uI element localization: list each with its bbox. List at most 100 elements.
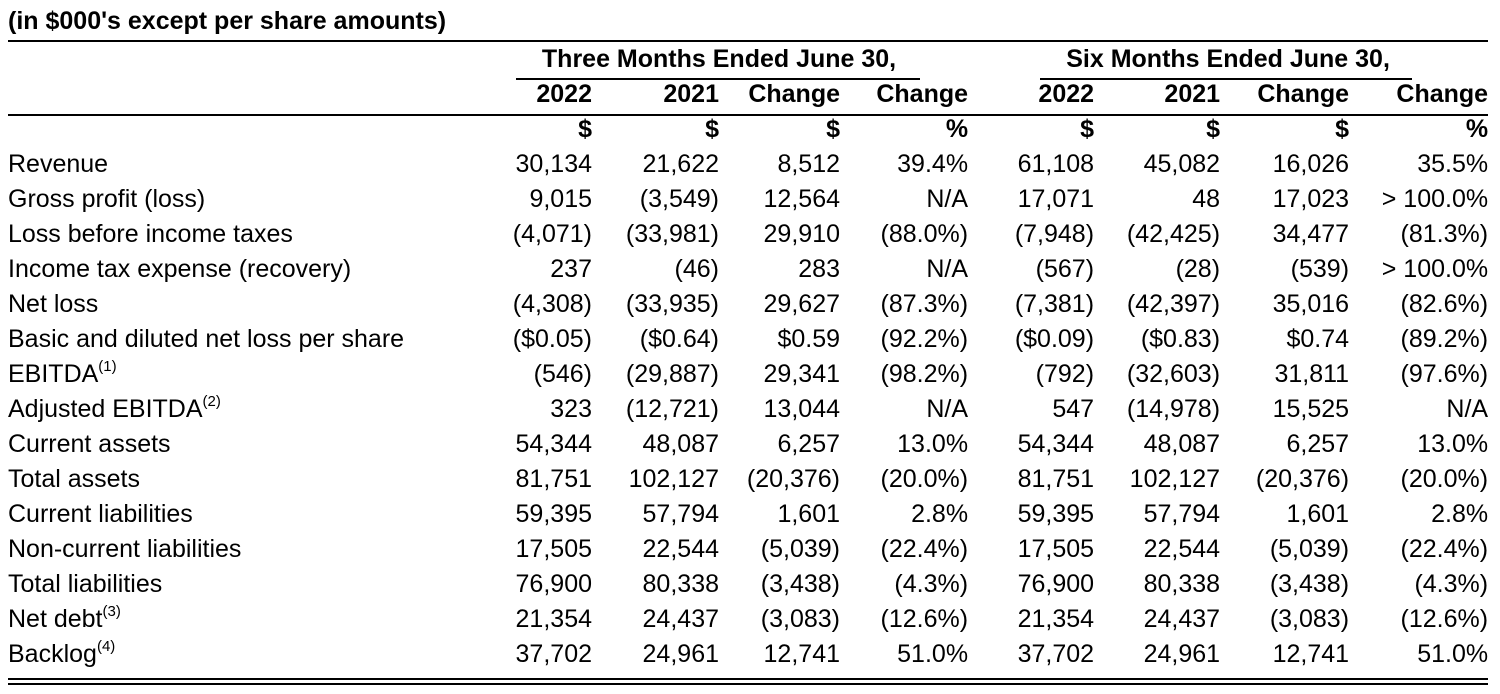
column-header: Change — [1257, 80, 1350, 108]
row-label-text: Current assets — [8, 430, 171, 458]
row-label: Basic and diluted net loss per share — [0, 322, 470, 357]
value-cell: N/A — [926, 395, 969, 423]
footnote-marker: (2) — [202, 392, 221, 410]
value-cell: 76,900 — [515, 570, 592, 598]
value-cell: (98.2%) — [880, 360, 969, 388]
period-group-header-row: Three Months Ended June 30, Six Months E… — [0, 42, 1488, 77]
value-cell: 54,344 — [1017, 430, 1095, 458]
top-rule — [8, 40, 1488, 42]
value-cell: 59,395 — [1017, 500, 1095, 528]
row-label: Adjusted EBITDA(2) — [0, 392, 470, 427]
row-label: Current assets — [0, 427, 470, 462]
column-header: 2022 — [1038, 80, 1095, 108]
row-label-text: Total assets — [8, 465, 141, 493]
row-label-text: Total liabilities — [8, 570, 163, 598]
table-row: EBITDA(1) (546) (29,887) 29,341 (98.2%) (792)… — [0, 357, 1488, 392]
value-cell: 12,741 — [1272, 640, 1350, 668]
unit-header: $ — [1206, 115, 1221, 143]
value-cell: 29,910 — [763, 220, 840, 248]
table-row: Basic and diluted net loss per share ($0.… — [0, 322, 1488, 357]
value-cell: (12,721) — [625, 395, 719, 423]
table-row: Non-current liabilities 17,505 22,544 (5,03… — [0, 532, 1488, 567]
unit-header: $ — [1080, 115, 1095, 143]
column-header: 2022 — [536, 80, 592, 108]
unit-header: % — [1465, 115, 1489, 143]
value-cell: 48,087 — [1143, 430, 1221, 458]
row-label-text: Current liabilities — [8, 500, 193, 528]
value-cell: 37,702 — [1017, 640, 1095, 668]
value-cell: (5,039) — [1269, 535, 1350, 563]
value-cell: 51.0% — [1417, 640, 1489, 668]
row-label: Total liabilities — [0, 567, 470, 602]
row-label: Backlog(4) — [0, 637, 470, 672]
value-cell: ($0.83) — [1140, 325, 1221, 353]
value-cell: 13.0% — [1417, 430, 1489, 458]
value-cell: (81.3%) — [1400, 220, 1489, 248]
value-cell: (792) — [1035, 360, 1095, 388]
row-label: Gross profit (loss) — [0, 182, 470, 217]
six-months-group-rule — [1040, 78, 1412, 80]
value-cell: (29,887) — [625, 360, 719, 388]
value-cell: 17,505 — [515, 535, 592, 563]
value-cell: 13,044 — [763, 395, 840, 423]
value-cell: (82.6%) — [1400, 290, 1489, 318]
table-row: Total liabilities 76,900 80,338 (3,438) (4.3… — [0, 567, 1488, 602]
row-label: Net loss — [0, 287, 470, 322]
value-cell: (5,039) — [760, 535, 840, 563]
value-cell: 24,961 — [642, 640, 719, 668]
value-cell: 17,071 — [1017, 185, 1095, 213]
value-cell: 2.8% — [1431, 500, 1489, 528]
table-row: Loss before income taxes (4,071) (33,981) 2… — [0, 217, 1488, 252]
value-cell: 21,622 — [642, 150, 719, 178]
value-cell: 48,087 — [642, 430, 719, 458]
value-cell: 57,794 — [1143, 500, 1221, 528]
three-months-group-rule — [516, 78, 920, 80]
value-cell: 15,525 — [1272, 395, 1350, 423]
value-cell: 37,702 — [515, 640, 592, 668]
table-row: Current liabilities 59,395 57,794 1,601 2.8%… — [0, 497, 1488, 532]
value-cell: 1,601 — [777, 500, 840, 528]
value-cell: (3,083) — [760, 605, 840, 633]
value-cell: (88.0%) — [880, 220, 969, 248]
value-cell: (4.3%) — [1414, 570, 1489, 598]
row-label-text: Income tax expense (recovery) — [8, 255, 352, 283]
value-cell: (22.4%) — [880, 535, 969, 563]
row-label: Revenue — [0, 147, 470, 182]
row-label: Total assets — [0, 462, 470, 497]
unit-header: $ — [578, 115, 592, 143]
value-cell: (42,397) — [1126, 290, 1221, 318]
value-cell: 21,354 — [515, 605, 592, 633]
row-label: Net debt(3) — [0, 602, 470, 637]
table-row: Total assets 81,751 102,127 (20,376) (20.0%)… — [0, 462, 1488, 497]
value-cell: 80,338 — [642, 570, 719, 598]
row-label: EBITDA(1) — [0, 357, 470, 392]
value-cell: 21,354 — [1017, 605, 1095, 633]
value-cell: ($0.05) — [512, 325, 592, 353]
value-cell: 35,016 — [1272, 290, 1350, 318]
value-cell: (20,376) — [746, 465, 840, 493]
value-cell: (567) — [1035, 255, 1095, 283]
three-months-header: Three Months Ended June 30, — [541, 45, 897, 73]
row-label-text: Loss before income taxes — [8, 220, 293, 248]
value-cell: (33,935) — [625, 290, 719, 318]
value-cell: (87.3%) — [880, 290, 969, 318]
value-cell: (539) — [1290, 255, 1350, 283]
value-cell: 6,257 — [777, 430, 840, 458]
column-header-row: 2022 2021 Change Change 2022 2021 Change Change — [0, 77, 1488, 112]
value-cell: (33,981) — [625, 220, 719, 248]
value-cell: 30,134 — [515, 150, 592, 178]
table-row: Backlog(4) 37,702 24,961 12,741 51.0% 37,702 2… — [0, 637, 1488, 672]
value-cell: 12,564 — [763, 185, 840, 213]
value-cell: N/A — [926, 255, 969, 283]
row-label-text: Net loss — [8, 290, 99, 318]
value-cell: 12,741 — [763, 640, 840, 668]
value-cell: (20.0%) — [1400, 465, 1489, 493]
value-cell: N/A — [1446, 395, 1489, 423]
row-label-text: Basic and diluted net loss per share — [8, 325, 405, 353]
table-row: Net loss (4,308) (33,935) 29,627 (87.3%) (7,3… — [0, 287, 1488, 322]
row-label-text: Backlog — [8, 640, 97, 668]
table-row: Revenue 30,134 21,622 8,512 39.4% 61,108 45,08… — [0, 147, 1488, 182]
value-cell: 9,015 — [529, 185, 592, 213]
row-label-text: EBITDA — [8, 360, 99, 388]
value-cell: 59,395 — [515, 500, 592, 528]
